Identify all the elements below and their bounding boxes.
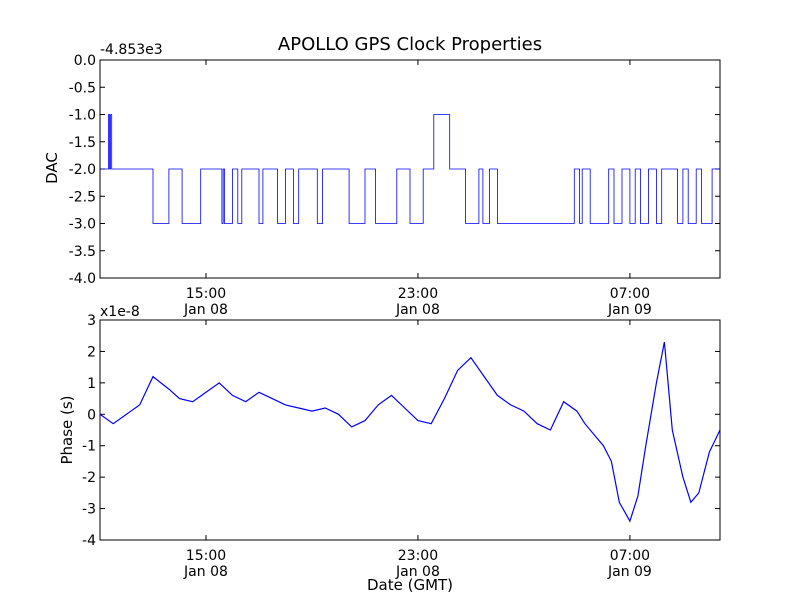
dac-ytick-label: -1.0 <box>69 108 96 124</box>
figure-title: APOLLO GPS Clock Properties <box>278 34 542 55</box>
dac-series-line <box>100 114 720 224</box>
dac-ytick-label: -0.5 <box>69 80 96 96</box>
dac-xtick-time-label: 15:00 <box>186 286 226 302</box>
phase-xtick-date-label: Jan 08 <box>183 564 228 580</box>
dac-panel: -4.853e3 DAC 0.0 -0.5 -1.0 -1.5 -2.0 -2.5 -3.0… <box>43 42 721 318</box>
dac-ytick-label: -3.5 <box>69 244 96 260</box>
dac-offset-label: -4.853e3 <box>100 42 163 58</box>
dac-ytick-label: 0.0 <box>74 53 96 69</box>
dac-ytick-label: -2.0 <box>69 162 96 178</box>
phase-ytick-label: 1 <box>87 376 96 392</box>
dac-xtick-date-label: Jan 08 <box>395 302 440 318</box>
phase-ytick-label: -1 <box>82 439 96 455</box>
phase-ytick-label: -2 <box>82 470 96 486</box>
phase-y-axis-label: Phase (s) <box>58 395 76 464</box>
phase-xtick-time-label: 15:00 <box>186 548 226 564</box>
phase-ytick-label: 2 <box>87 344 96 360</box>
dac-ytick-label: -1.5 <box>69 135 96 151</box>
phase-ytick-label: -3 <box>82 502 96 518</box>
dac-marks: 0.0 -0.5 -1.0 -1.5 -2.0 -2.5 -3.0 -3.5 -4.0 15:00… <box>69 53 720 318</box>
x-axis-label: Date (GMT) <box>367 576 453 594</box>
phase-ytick-label: 3 <box>87 313 96 329</box>
dac-y-axis-label: DAC <box>43 152 61 184</box>
phase-series-line <box>99 341 721 523</box>
dac-ytick-label: -2.5 <box>69 189 96 205</box>
phase-xtick-time-label: 23:00 <box>398 548 438 564</box>
dac-plot-frame <box>99 59 721 279</box>
dac-ytick-label: -4.0 <box>69 271 96 287</box>
phase-xtick-date-label: Jan 08 <box>395 564 440 580</box>
dac-xtick-date-label: Jan 09 <box>607 302 652 318</box>
dac-xtick-date-label: Jan 08 <box>183 302 228 318</box>
phase-ytick-label: -4 <box>82 533 96 549</box>
phase-xtick-time-label: 07:00 <box>610 548 650 564</box>
dac-xtick-time-label: 07:00 <box>610 286 650 302</box>
phase-offset-label: x1e-8 <box>100 304 140 320</box>
phase-ytick-label: 0 <box>87 407 96 423</box>
phase-plot-frame <box>99 319 721 541</box>
dac-xtick-time-label: 23:00 <box>398 286 438 302</box>
dac-ytick-label: -3.0 <box>69 217 96 233</box>
phase-xtick-date-label: Jan 09 <box>607 564 652 580</box>
